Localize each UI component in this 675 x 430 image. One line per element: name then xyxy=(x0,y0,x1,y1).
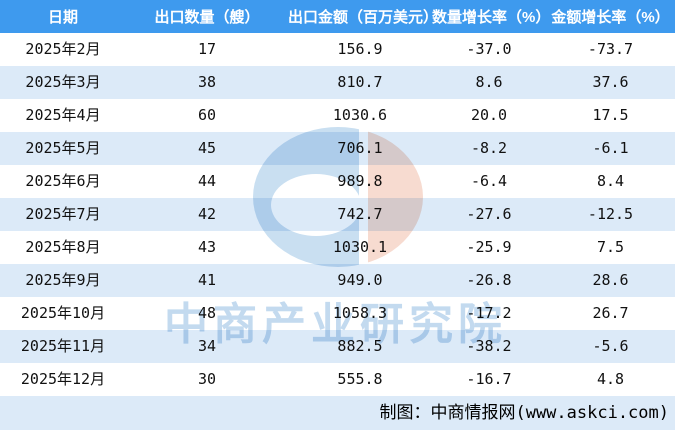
cell-quantity-growth: -25.9 xyxy=(466,238,512,256)
cell-date: 2025年9月 xyxy=(25,271,101,289)
table-row: 2025年9月 41 949.0 -26.8 28.6 xyxy=(0,264,675,297)
column-header-quantity-growth: 数量增长率（%） xyxy=(432,0,550,33)
cell-quantity: 41 xyxy=(197,271,217,289)
cell-amount-growth: -12.5 xyxy=(587,205,634,223)
cell-quantity-growth: -6.4 xyxy=(470,172,508,190)
table-row: 2025年6月 44 989.8 -6.4 8.4 xyxy=(0,165,675,198)
cell-quantity: 48 xyxy=(197,304,217,322)
cell-date: 2025年10月 xyxy=(20,304,106,322)
cell-quantity-growth: -8.2 xyxy=(470,139,508,157)
cell-amount: 555.8 xyxy=(337,370,383,388)
table-row: 2025年2月 17 156.9 -37.0 -73.7 xyxy=(0,33,675,66)
column-header-value-growth: 金额增长率（%） xyxy=(546,0,675,33)
header-row: 日期 出口数量（艘） 出口金额（百万美元） 数量增长率（%） 金额增长率（%） xyxy=(0,0,675,33)
cell-quantity-growth: -17.2 xyxy=(466,304,512,322)
table-row: 2025年5月 45 706.1 -8.2 -6.1 xyxy=(0,132,675,165)
cell-date: 2025年5月 xyxy=(25,139,101,157)
cell-quantity: 43 xyxy=(197,238,217,256)
cell-quantity: 38 xyxy=(197,73,217,91)
cell-amount-growth: 37.6 xyxy=(592,73,629,91)
column-header-export-quantity: 出口数量（艘） xyxy=(126,0,288,33)
credit-bar: 制图：中商情报网(www.askci.com) xyxy=(0,396,675,430)
cell-quantity: 42 xyxy=(197,205,217,223)
cell-amount: 949.0 xyxy=(337,271,383,289)
cell-amount-growth: 4.8 xyxy=(596,370,625,388)
cell-amount-growth: -6.1 xyxy=(592,139,629,157)
cell-amount: 156.9 xyxy=(337,40,383,58)
cell-date: 2025年8月 xyxy=(25,238,101,256)
cell-amount: 989.8 xyxy=(337,172,383,190)
table-row: 2025年7月 42 742.7 -27.6 -12.5 xyxy=(0,198,675,231)
cell-amount-growth: 8.4 xyxy=(596,172,625,190)
cell-quantity: 60 xyxy=(197,106,217,124)
table-row: 2025年4月 60 1030.6 20.0 17.5 xyxy=(0,99,675,132)
cell-date: 2025年7月 xyxy=(25,205,101,223)
table-row: 2025年11月 34 882.5 -38.2 -5.6 xyxy=(0,330,675,363)
credit-text: 制图：中商情报网(www.askci.com) xyxy=(379,403,669,423)
cell-date: 2025年11月 xyxy=(20,337,106,355)
cell-date: 2025年12月 xyxy=(20,370,106,388)
cell-quantity-growth: 8.6 xyxy=(475,73,503,91)
column-header-export-value: 出口金额（百万美元） xyxy=(288,0,438,33)
export-table: 日期 出口数量（艘） 出口金额（百万美元） 数量增长率（%） 金额增长率（%） … xyxy=(0,0,675,396)
cell-amount: 1030.6 xyxy=(332,106,388,124)
cell-amount: 810.7 xyxy=(337,73,383,91)
cell-quantity-growth: -16.7 xyxy=(466,370,512,388)
cell-quantity: 17 xyxy=(197,40,217,58)
cell-date: 2025年2月 xyxy=(25,40,101,58)
cell-amount-growth: -73.7 xyxy=(587,40,634,58)
cell-date: 2025年6月 xyxy=(25,172,101,190)
cell-quantity-growth: -27.6 xyxy=(466,205,512,223)
cell-amount-growth: 28.6 xyxy=(592,271,629,289)
cell-date: 2025年4月 xyxy=(25,106,101,124)
cell-quantity: 44 xyxy=(197,172,217,190)
table-row: 2025年10月 48 1058.3 -17.2 26.7 xyxy=(0,297,675,330)
cell-amount-growth: -5.6 xyxy=(592,337,629,355)
cell-amount: 882.5 xyxy=(337,337,383,355)
column-header-date: 日期 xyxy=(0,0,126,33)
cell-quantity-growth: -37.0 xyxy=(466,40,512,58)
cell-date: 2025年3月 xyxy=(25,73,101,91)
table-row: 2025年3月 38 810.7 8.6 37.6 xyxy=(0,66,675,99)
cell-amount: 1030.1 xyxy=(332,238,388,256)
cell-quantity-growth: -26.8 xyxy=(466,271,512,289)
table-row: 2025年8月 43 1030.1 -25.9 7.5 xyxy=(0,231,675,264)
cell-amount-growth: 7.5 xyxy=(596,238,625,256)
table-row: 2025年12月 30 555.8 -16.7 4.8 xyxy=(0,363,675,396)
cell-quantity-growth: -38.2 xyxy=(466,337,512,355)
cell-quantity-growth: 20.0 xyxy=(470,106,508,124)
cell-amount: 742.7 xyxy=(337,205,383,223)
cell-quantity: 30 xyxy=(197,370,217,388)
cell-amount-growth: 26.7 xyxy=(592,304,629,322)
cell-amount: 706.1 xyxy=(337,139,383,157)
cell-amount: 1058.3 xyxy=(332,304,388,322)
cell-quantity: 45 xyxy=(197,139,217,157)
cell-amount-growth: 17.5 xyxy=(592,106,629,124)
cell-quantity: 34 xyxy=(197,337,217,355)
